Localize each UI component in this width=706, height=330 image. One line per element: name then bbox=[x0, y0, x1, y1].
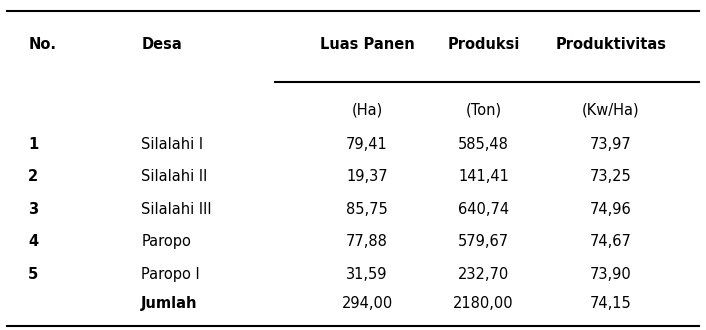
Text: Paropo I: Paropo I bbox=[141, 267, 200, 282]
Text: 74,15: 74,15 bbox=[590, 296, 632, 312]
Text: Luas Panen: Luas Panen bbox=[320, 38, 414, 52]
Text: 294,00: 294,00 bbox=[342, 296, 393, 312]
Text: 4: 4 bbox=[28, 234, 38, 249]
Text: (Ha): (Ha) bbox=[352, 103, 383, 117]
Text: 74,96: 74,96 bbox=[590, 202, 632, 217]
Text: 232,70: 232,70 bbox=[458, 267, 509, 282]
Text: 640,74: 640,74 bbox=[458, 202, 509, 217]
Text: (Kw/Ha): (Kw/Ha) bbox=[582, 103, 640, 117]
Text: 3: 3 bbox=[28, 202, 38, 217]
Text: 19,37: 19,37 bbox=[347, 169, 388, 184]
Text: Desa: Desa bbox=[141, 38, 182, 52]
Text: 579,67: 579,67 bbox=[458, 234, 509, 249]
Text: No.: No. bbox=[28, 38, 56, 52]
Text: 2180,00: 2180,00 bbox=[453, 296, 514, 312]
Text: Produksi: Produksi bbox=[448, 38, 520, 52]
Text: 85,75: 85,75 bbox=[346, 202, 388, 217]
Text: 79,41: 79,41 bbox=[346, 137, 388, 152]
Text: Silalahi III: Silalahi III bbox=[141, 202, 212, 217]
Text: 2: 2 bbox=[28, 169, 38, 184]
Text: 1: 1 bbox=[28, 137, 39, 152]
Text: Paropo: Paropo bbox=[141, 234, 191, 249]
Text: Silalahi II: Silalahi II bbox=[141, 169, 208, 184]
Text: 73,90: 73,90 bbox=[590, 267, 632, 282]
Text: 31,59: 31,59 bbox=[347, 267, 388, 282]
Text: 141,41: 141,41 bbox=[458, 169, 509, 184]
Text: Silalahi I: Silalahi I bbox=[141, 137, 203, 152]
Text: 73,25: 73,25 bbox=[590, 169, 632, 184]
Text: Jumlah: Jumlah bbox=[141, 296, 198, 312]
Text: 77,88: 77,88 bbox=[346, 234, 388, 249]
Text: 585,48: 585,48 bbox=[458, 137, 509, 152]
Text: 5: 5 bbox=[28, 267, 39, 282]
Text: Produktivitas: Produktivitas bbox=[555, 38, 666, 52]
Text: 73,97: 73,97 bbox=[590, 137, 632, 152]
Text: (Ton): (Ton) bbox=[465, 103, 502, 117]
Text: 74,67: 74,67 bbox=[590, 234, 632, 249]
